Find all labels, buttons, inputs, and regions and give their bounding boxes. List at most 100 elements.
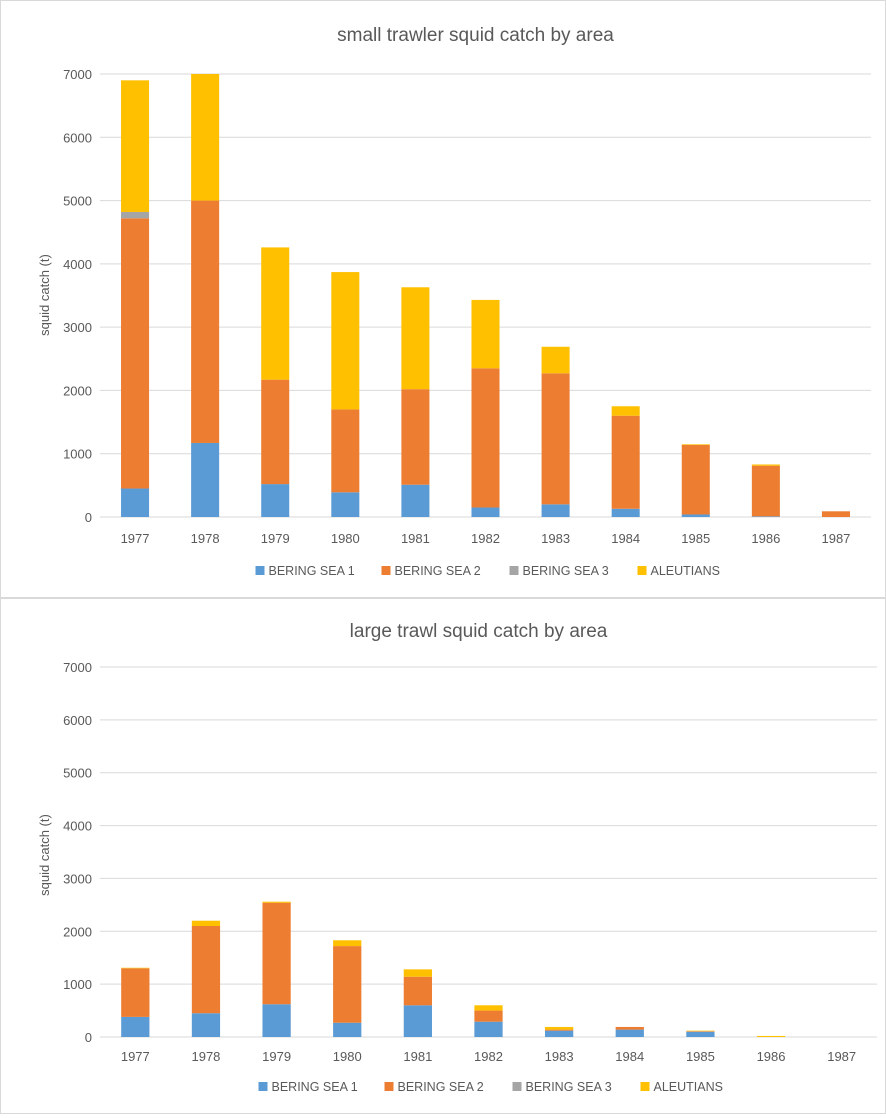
bar-bering-sea-1-1981 bbox=[403, 1005, 432, 1037]
y-tick-label: 4000 bbox=[63, 257, 92, 272]
legend-swatch-aleutians bbox=[640, 1082, 650, 1091]
bar-bering-sea-1-1979 bbox=[262, 1004, 291, 1037]
bar-aleutians-1983 bbox=[541, 346, 570, 374]
bar-aleutians-1979 bbox=[262, 901, 291, 903]
y-tick-label: 2000 bbox=[63, 924, 92, 939]
legend-swatch-bering-sea-3 bbox=[509, 566, 519, 575]
bar-aleutians-1980 bbox=[333, 940, 362, 947]
bar-bering-sea-1-1981 bbox=[401, 484, 430, 517]
bar-aleutians-1979 bbox=[261, 247, 290, 380]
bar-bering-sea-1-1977 bbox=[121, 1016, 150, 1037]
bar-bering-sea-1-1980 bbox=[333, 1022, 362, 1037]
bar-bering-sea-1-1983 bbox=[545, 1030, 574, 1037]
x-tick-label: 1984 bbox=[615, 1049, 644, 1064]
bar-aleutians-1983 bbox=[545, 1026, 574, 1030]
bar-bering-sea-2-1982 bbox=[471, 368, 500, 508]
legend-label: BERING SEA 3 bbox=[526, 1080, 612, 1094]
bar-bering-sea-2-1984 bbox=[611, 415, 640, 509]
legend-swatch-bering-sea-1 bbox=[255, 566, 265, 575]
y-tick-label: 5000 bbox=[63, 194, 92, 209]
legend-label: BERING SEA 2 bbox=[395, 564, 481, 578]
bar-bering-sea-1-1978 bbox=[191, 1013, 221, 1037]
bar-bering-sea-2-1977 bbox=[121, 968, 150, 1017]
legend-label: ALEUTIANS bbox=[654, 1080, 723, 1094]
small-trawler-chart: small trawler squid catch by area 0 1000 20… bbox=[37, 25, 871, 578]
x-tick-label: 1979 bbox=[261, 531, 290, 546]
y-tick-label: 3000 bbox=[63, 871, 92, 886]
x-tick-label: 1982 bbox=[474, 1049, 503, 1064]
x-tick-label: 1984 bbox=[611, 531, 640, 546]
legend-swatch-bering-sea-1 bbox=[258, 1082, 268, 1091]
bar-bering-sea-1-1986 bbox=[751, 516, 780, 517]
bar-bering-sea-1-1978 bbox=[191, 442, 220, 517]
y-axis-label: squid catch (t) bbox=[37, 814, 52, 896]
x-tick-label: 1987 bbox=[827, 1049, 856, 1064]
y-tick-label: 7000 bbox=[63, 67, 92, 82]
y-tick-label: 4000 bbox=[63, 819, 92, 834]
bar-bering-sea-2-1984 bbox=[615, 1026, 644, 1030]
x-tick-label: 1982 bbox=[471, 531, 500, 546]
bar-bering-sea-2-1982 bbox=[474, 1010, 503, 1022]
x-tick-label: 1978 bbox=[191, 531, 220, 546]
bar-bering-sea-2-1985 bbox=[681, 444, 710, 515]
bar-bering-sea-1-1984 bbox=[615, 1029, 644, 1037]
x-tick-label: 1978 bbox=[191, 1049, 220, 1064]
y-tick-label: 0 bbox=[85, 510, 92, 525]
y-tick-label: 6000 bbox=[63, 713, 92, 728]
x-tick-label: 1986 bbox=[751, 531, 780, 546]
small-trawler-chart-panel: small trawler squid catch by area 0 1000 20… bbox=[0, 0, 886, 598]
x-tick-label: 1980 bbox=[331, 531, 360, 546]
bar-bering-sea-2-1978 bbox=[191, 200, 220, 443]
bar-bering-sea-1-1982 bbox=[471, 507, 500, 517]
bar-aleutians-1977 bbox=[121, 967, 150, 969]
bar-bering-sea-2-1977 bbox=[121, 218, 150, 489]
x-tick-label: 1987 bbox=[821, 531, 850, 546]
y-tick-label: 3000 bbox=[63, 320, 92, 335]
bar-bering-sea-2-1979 bbox=[262, 902, 291, 1005]
bar-bering-sea-2-1980 bbox=[331, 409, 360, 493]
chart-title: large trawl squid catch by area bbox=[350, 621, 608, 642]
bar-bering-sea-2-1978 bbox=[191, 926, 221, 1014]
legend-label: BERING SEA 3 bbox=[523, 564, 609, 578]
bar-aleutians-1981 bbox=[401, 287, 430, 390]
bar-bering-sea-1-1977 bbox=[121, 488, 150, 517]
x-tick-label: 1983 bbox=[541, 531, 570, 546]
large-trawl-chart: large trawl squid catch by area 0 1000 2000… bbox=[37, 621, 877, 1094]
bar-bering-sea-1-1985 bbox=[681, 514, 710, 517]
bar-bering-sea-2-1985 bbox=[686, 1031, 715, 1032]
legend-swatch-aleutians bbox=[637, 566, 647, 575]
bar-aleutians-1982 bbox=[471, 299, 500, 369]
y-tick-label: 5000 bbox=[63, 766, 92, 781]
y-tick-label: 7000 bbox=[63, 660, 92, 675]
bar-aleutians-1985 bbox=[681, 444, 710, 445]
legend-label: ALEUTIANS bbox=[651, 564, 720, 578]
x-tick-label: 1977 bbox=[121, 1049, 150, 1064]
bar-aleutians-1984 bbox=[611, 406, 640, 416]
bar-bering-sea-3-1977 bbox=[121, 211, 150, 219]
x-tick-label: 1979 bbox=[262, 1049, 291, 1064]
x-tick-label: 1986 bbox=[757, 1049, 786, 1064]
y-tick-label: 1000 bbox=[63, 447, 92, 462]
bar-bering-sea-2-1986 bbox=[751, 465, 780, 517]
legend-label: BERING SEA 1 bbox=[272, 1080, 358, 1094]
y-tick-label: 6000 bbox=[63, 130, 92, 145]
y-axis-label: squid catch (t) bbox=[37, 254, 52, 336]
legend-label: BERING SEA 1 bbox=[269, 564, 355, 578]
bar-aleutians-1977 bbox=[121, 80, 150, 212]
bar-bering-sea-1-1983 bbox=[541, 504, 570, 517]
bar-bering-sea-2-1979 bbox=[261, 379, 290, 485]
bar-bering-sea-1-1984 bbox=[611, 508, 640, 517]
bar-aleutians-1978 bbox=[191, 920, 221, 926]
bar-bering-sea-2-1983 bbox=[541, 373, 570, 505]
bar-bering-sea-1-1979 bbox=[261, 484, 290, 517]
bar-aleutians-1981 bbox=[403, 969, 432, 977]
legend-swatch-bering-sea-3 bbox=[512, 1082, 522, 1091]
bar-aleutians-1986 bbox=[751, 464, 780, 466]
x-tick-label: 1985 bbox=[686, 1049, 715, 1064]
bar-aleutians-1982 bbox=[474, 1005, 503, 1011]
bar-bering-sea-1-1982 bbox=[474, 1021, 503, 1037]
bar-bering-sea-2-1980 bbox=[333, 946, 362, 1023]
x-tick-label: 1985 bbox=[681, 531, 710, 546]
y-tick-label: 1000 bbox=[63, 977, 92, 992]
bar-bering-sea-2-1981 bbox=[401, 389, 430, 485]
